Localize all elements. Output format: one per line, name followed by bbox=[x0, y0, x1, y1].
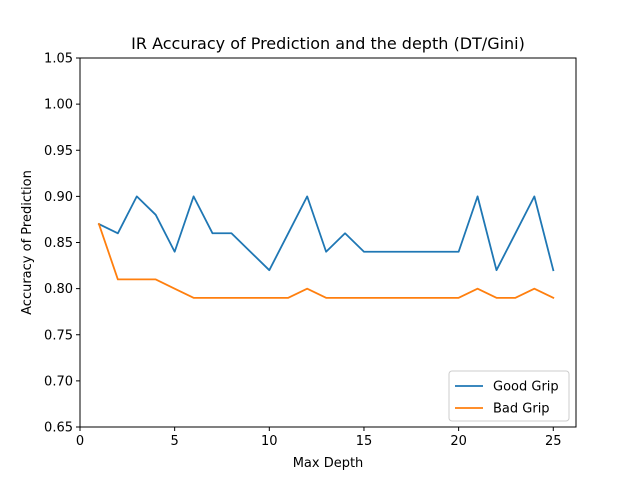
x-tick-label: 5 bbox=[171, 434, 179, 449]
x-tick-label: 25 bbox=[545, 434, 562, 449]
y-tick-label: 0.65 bbox=[44, 421, 73, 436]
y-axis-label: Accuracy of Prediction bbox=[20, 170, 35, 315]
series-line-bad-grip bbox=[97, 222, 555, 300]
x-axis-label: Max Depth bbox=[293, 456, 364, 471]
y-tick-label: 1.05 bbox=[44, 52, 73, 67]
series-layer bbox=[97, 195, 555, 300]
legend-label-bad-grip: Bad Grip bbox=[493, 402, 550, 417]
y-tick-label: 1.00 bbox=[44, 98, 73, 113]
x-tick-label: 20 bbox=[450, 434, 467, 449]
legend: Good Grip Bad Grip bbox=[448, 370, 570, 422]
y-axis-ticks: 0.65 0.70 0.75 0.80 0.85 0.90 0.95 1.00 1.05 bbox=[44, 52, 80, 436]
x-tick-label: 0 bbox=[76, 434, 84, 449]
y-tick-label: 0.75 bbox=[44, 328, 73, 343]
series-line-good-grip bbox=[97, 195, 555, 272]
y-tick-label: 0.70 bbox=[44, 374, 73, 389]
y-tick-label: 0.80 bbox=[44, 282, 73, 297]
y-tick-label: 0.85 bbox=[44, 236, 73, 251]
y-tick-label: 0.95 bbox=[44, 144, 73, 159]
x-tick-label: 10 bbox=[261, 434, 278, 449]
x-axis-ticks: 0 5 10 15 20 25 bbox=[76, 427, 562, 449]
plot-area: 0 5 10 15 20 25 0.65 0.70 0.75 0.80 0.85 0.90 0.95 1… bbox=[44, 52, 577, 449]
y-tick-label: 0.90 bbox=[44, 190, 73, 205]
legend-label-good-grip: Good Grip bbox=[493, 380, 559, 395]
x-tick-label: 15 bbox=[356, 434, 373, 449]
chart-title: IR Accuracy of Prediction and the depth … bbox=[131, 34, 525, 53]
